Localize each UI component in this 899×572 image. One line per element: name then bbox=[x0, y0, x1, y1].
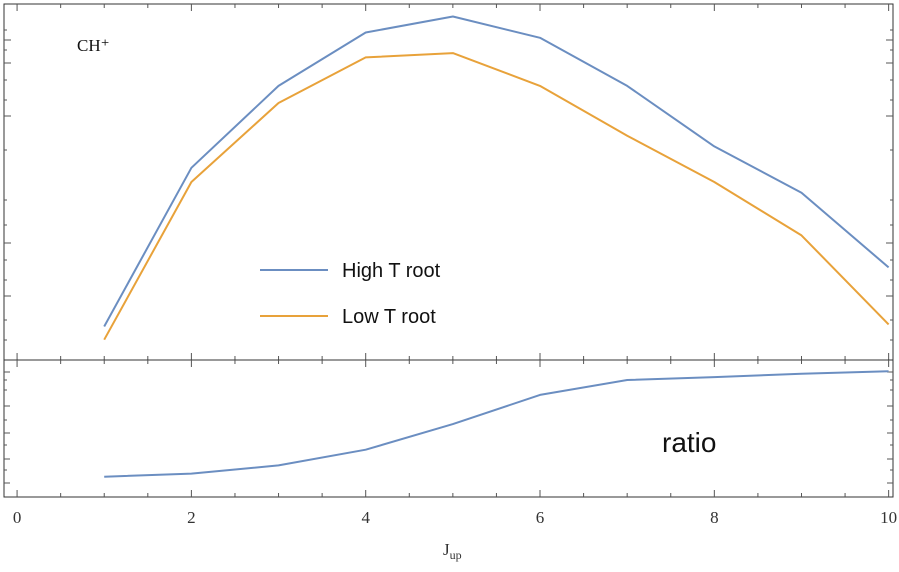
upper-series-line-high-t-root bbox=[103, 15, 890, 327]
x-axis-label: Jup bbox=[443, 540, 462, 562]
legend-label-high-t-root: High T root bbox=[342, 260, 441, 282]
legend-label-low-t-root: Low T root bbox=[342, 306, 436, 328]
lower-panel: ratio bbox=[3, 359, 894, 498]
legend: High T root Low T root bbox=[260, 260, 441, 328]
x-tick-label: 8 bbox=[710, 508, 719, 527]
x-axis-label-subscript: up bbox=[450, 548, 462, 562]
upper-series-line-low-t-root bbox=[103, 52, 890, 341]
upper-series bbox=[103, 15, 890, 341]
upper-ticks bbox=[4, 4, 893, 360]
panel-annotation-ratio: ratio bbox=[662, 427, 716, 458]
ratio-series-line-series-0 bbox=[104, 370, 889, 478]
x-tick-label: 6 bbox=[536, 508, 545, 527]
lower-ticks bbox=[4, 360, 893, 497]
x-tick-label: 0 bbox=[13, 508, 22, 527]
panel-annotation-ch-plus: CH⁺ bbox=[77, 36, 110, 55]
x-tick-label: 10 bbox=[880, 508, 897, 527]
upper-panel: CH⁺ High T root Low T root bbox=[3, 3, 894, 361]
lower-panel-frame bbox=[3, 359, 894, 498]
lower-series bbox=[104, 370, 889, 478]
x-tick-labels: 0 2 4 6 8 10 bbox=[13, 508, 897, 527]
x-axis-label-main: J bbox=[443, 540, 450, 559]
x-tick-label: 2 bbox=[187, 508, 196, 527]
upper-panel-frame bbox=[3, 3, 894, 361]
x-tick-label: 4 bbox=[361, 508, 370, 527]
